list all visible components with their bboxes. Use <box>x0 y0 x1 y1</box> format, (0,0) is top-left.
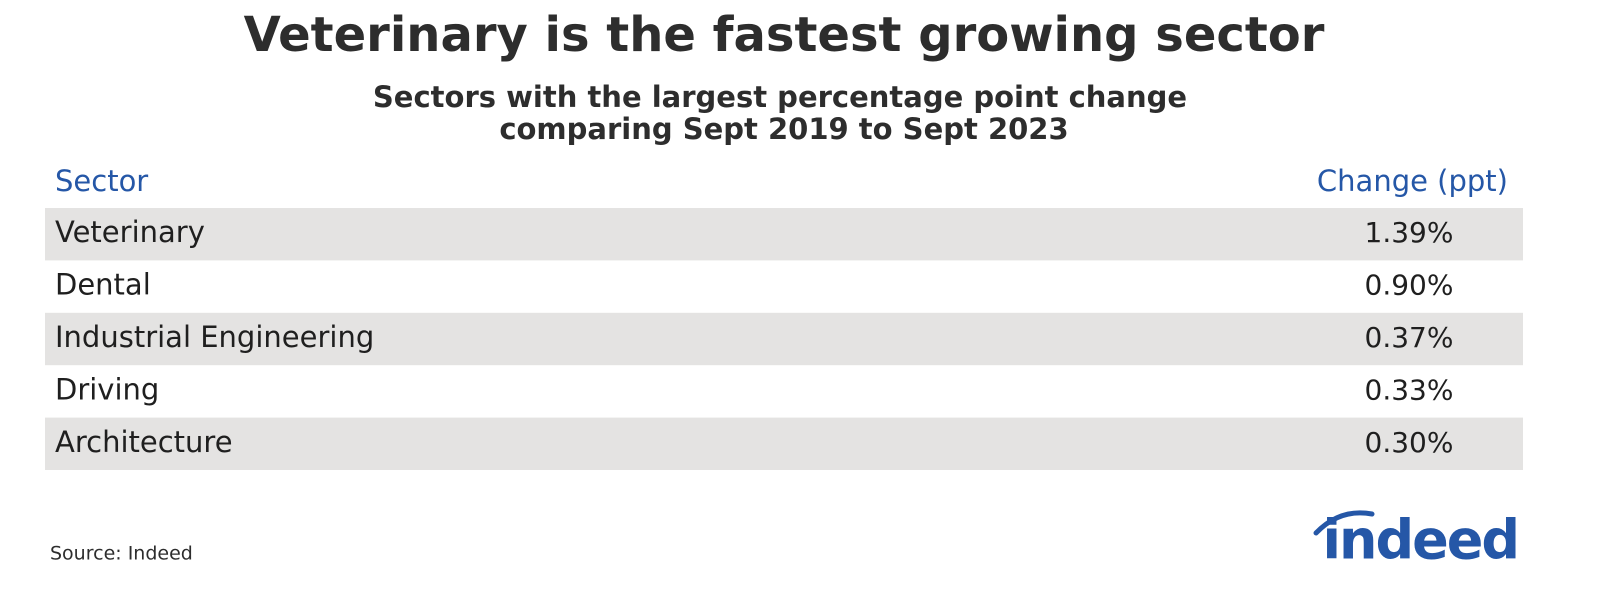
sector-cell: Architecture <box>55 425 233 459</box>
change-cell: 0.37% <box>1365 321 1454 354</box>
subtitle: comparing Sept 2019 to Sept 2023 <box>499 112 1068 146</box>
change-cell: 0.33% <box>1365 373 1454 406</box>
logo-text: indeed <box>1322 509 1518 572</box>
table-body: Veterinary 1.39% Dental 0.90% Industrial Eng… <box>45 208 1523 470</box>
sector-cell: Dental <box>55 268 151 302</box>
change-cell: 0.30% <box>1365 426 1454 459</box>
sector-cell: Driving <box>55 372 159 406</box>
sector-cell: Veterinary <box>55 215 205 249</box>
title: Veterinary is the fastest growing sector <box>244 7 1325 63</box>
column-header: Change (ppt) <box>1317 164 1508 198</box>
row-background <box>45 417 1523 470</box>
change-cell: 0.90% <box>1365 269 1454 302</box>
column-header: Sector <box>55 164 148 198</box>
logo-arc <box>1313 510 1375 536</box>
change-cell: 1.39% <box>1365 216 1454 249</box>
row-background <box>45 208 1523 261</box>
subtitle: Sectors with the largest percentage poin… <box>373 80 1187 114</box>
logo: indeed <box>1313 509 1520 572</box>
sector-cell: Industrial Engineering <box>55 320 374 354</box>
row-background <box>45 312 1523 366</box>
source: Source: Indeed <box>50 543 193 565</box>
